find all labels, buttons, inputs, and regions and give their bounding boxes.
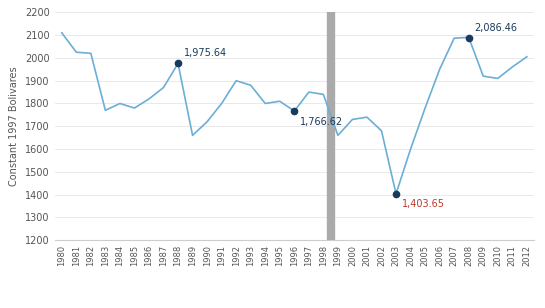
Y-axis label: Constant 1997 Bolivares: Constant 1997 Bolivares [9,67,19,186]
Text: 1,766.62: 1,766.62 [300,117,343,127]
Text: 2,086.46: 2,086.46 [474,23,517,33]
Text: 1,403.65: 1,403.65 [402,199,445,209]
Text: 1,975.64: 1,975.64 [184,48,227,58]
